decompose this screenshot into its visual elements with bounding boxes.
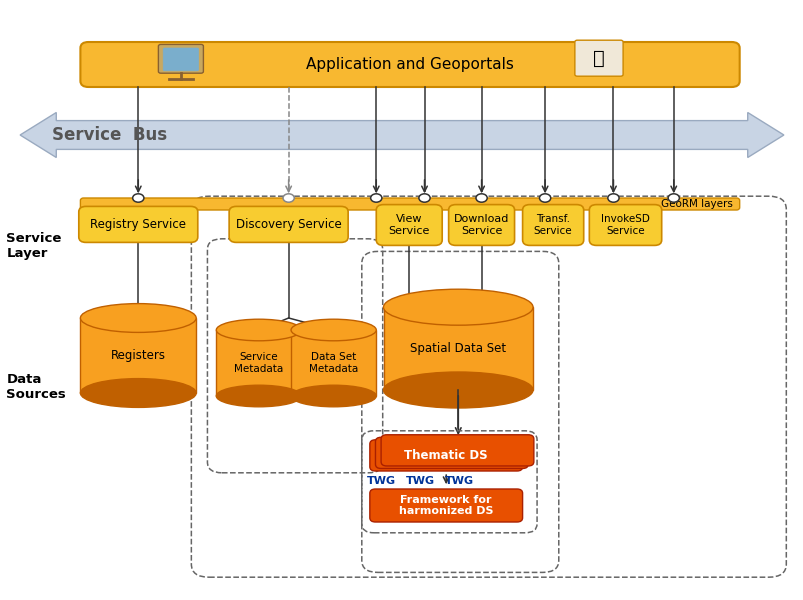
FancyBboxPatch shape — [376, 205, 442, 245]
Polygon shape — [80, 318, 196, 393]
FancyBboxPatch shape — [369, 489, 522, 522]
Text: 🗺: 🗺 — [593, 49, 604, 68]
FancyBboxPatch shape — [574, 40, 622, 76]
FancyBboxPatch shape — [163, 48, 198, 71]
Circle shape — [283, 194, 294, 202]
Circle shape — [539, 194, 550, 202]
Ellipse shape — [291, 319, 376, 341]
Polygon shape — [383, 307, 532, 390]
Ellipse shape — [383, 372, 532, 408]
Text: View
Service: View Service — [388, 214, 430, 236]
FancyBboxPatch shape — [369, 440, 522, 471]
Text: Discovery Service: Discovery Service — [235, 218, 341, 231]
Circle shape — [418, 194, 430, 202]
Text: TWG: TWG — [406, 476, 434, 486]
Ellipse shape — [80, 379, 196, 407]
FancyBboxPatch shape — [381, 435, 533, 466]
FancyBboxPatch shape — [80, 42, 739, 87]
Text: Data Set
Metadata: Data Set Metadata — [308, 352, 358, 374]
Text: InvokeSD
Service: InvokeSD Service — [601, 214, 649, 236]
Ellipse shape — [216, 385, 301, 407]
Text: Data
Sources: Data Sources — [6, 373, 66, 401]
FancyBboxPatch shape — [158, 44, 203, 73]
Text: Application and Geoportals: Application and Geoportals — [306, 57, 513, 72]
Ellipse shape — [216, 319, 301, 341]
FancyBboxPatch shape — [229, 206, 348, 242]
Circle shape — [667, 194, 679, 202]
Polygon shape — [216, 330, 301, 396]
Circle shape — [370, 194, 381, 202]
Text: Service  Bus: Service Bus — [52, 126, 167, 144]
FancyBboxPatch shape — [375, 437, 528, 469]
FancyBboxPatch shape — [589, 205, 661, 245]
Polygon shape — [291, 330, 376, 396]
Circle shape — [475, 194, 487, 202]
Text: Spatial Data Set: Spatial Data Set — [410, 342, 506, 355]
FancyBboxPatch shape — [80, 198, 739, 210]
Text: Service
Layer: Service Layer — [6, 232, 62, 260]
Text: Download
Service: Download Service — [454, 214, 508, 236]
FancyBboxPatch shape — [79, 206, 198, 242]
Text: Framework for
harmonized DS: Framework for harmonized DS — [398, 494, 493, 516]
FancyBboxPatch shape — [448, 205, 514, 245]
Ellipse shape — [383, 289, 532, 325]
Text: GeoRM layers: GeoRM layers — [661, 199, 732, 209]
Text: Service
Metadata: Service Metadata — [234, 352, 283, 374]
Ellipse shape — [291, 385, 376, 407]
Text: Registers: Registers — [111, 349, 165, 362]
Text: Thematic DS: Thematic DS — [404, 449, 487, 462]
Circle shape — [607, 194, 618, 202]
Text: Transf.
Service: Transf. Service — [533, 214, 572, 236]
Circle shape — [132, 194, 144, 202]
Ellipse shape — [80, 304, 196, 332]
Polygon shape — [20, 113, 783, 157]
Text: Registry Service: Registry Service — [90, 218, 186, 231]
FancyBboxPatch shape — [522, 205, 583, 245]
Text: TWG: TWG — [445, 476, 474, 486]
Text: TWG: TWG — [366, 476, 395, 486]
